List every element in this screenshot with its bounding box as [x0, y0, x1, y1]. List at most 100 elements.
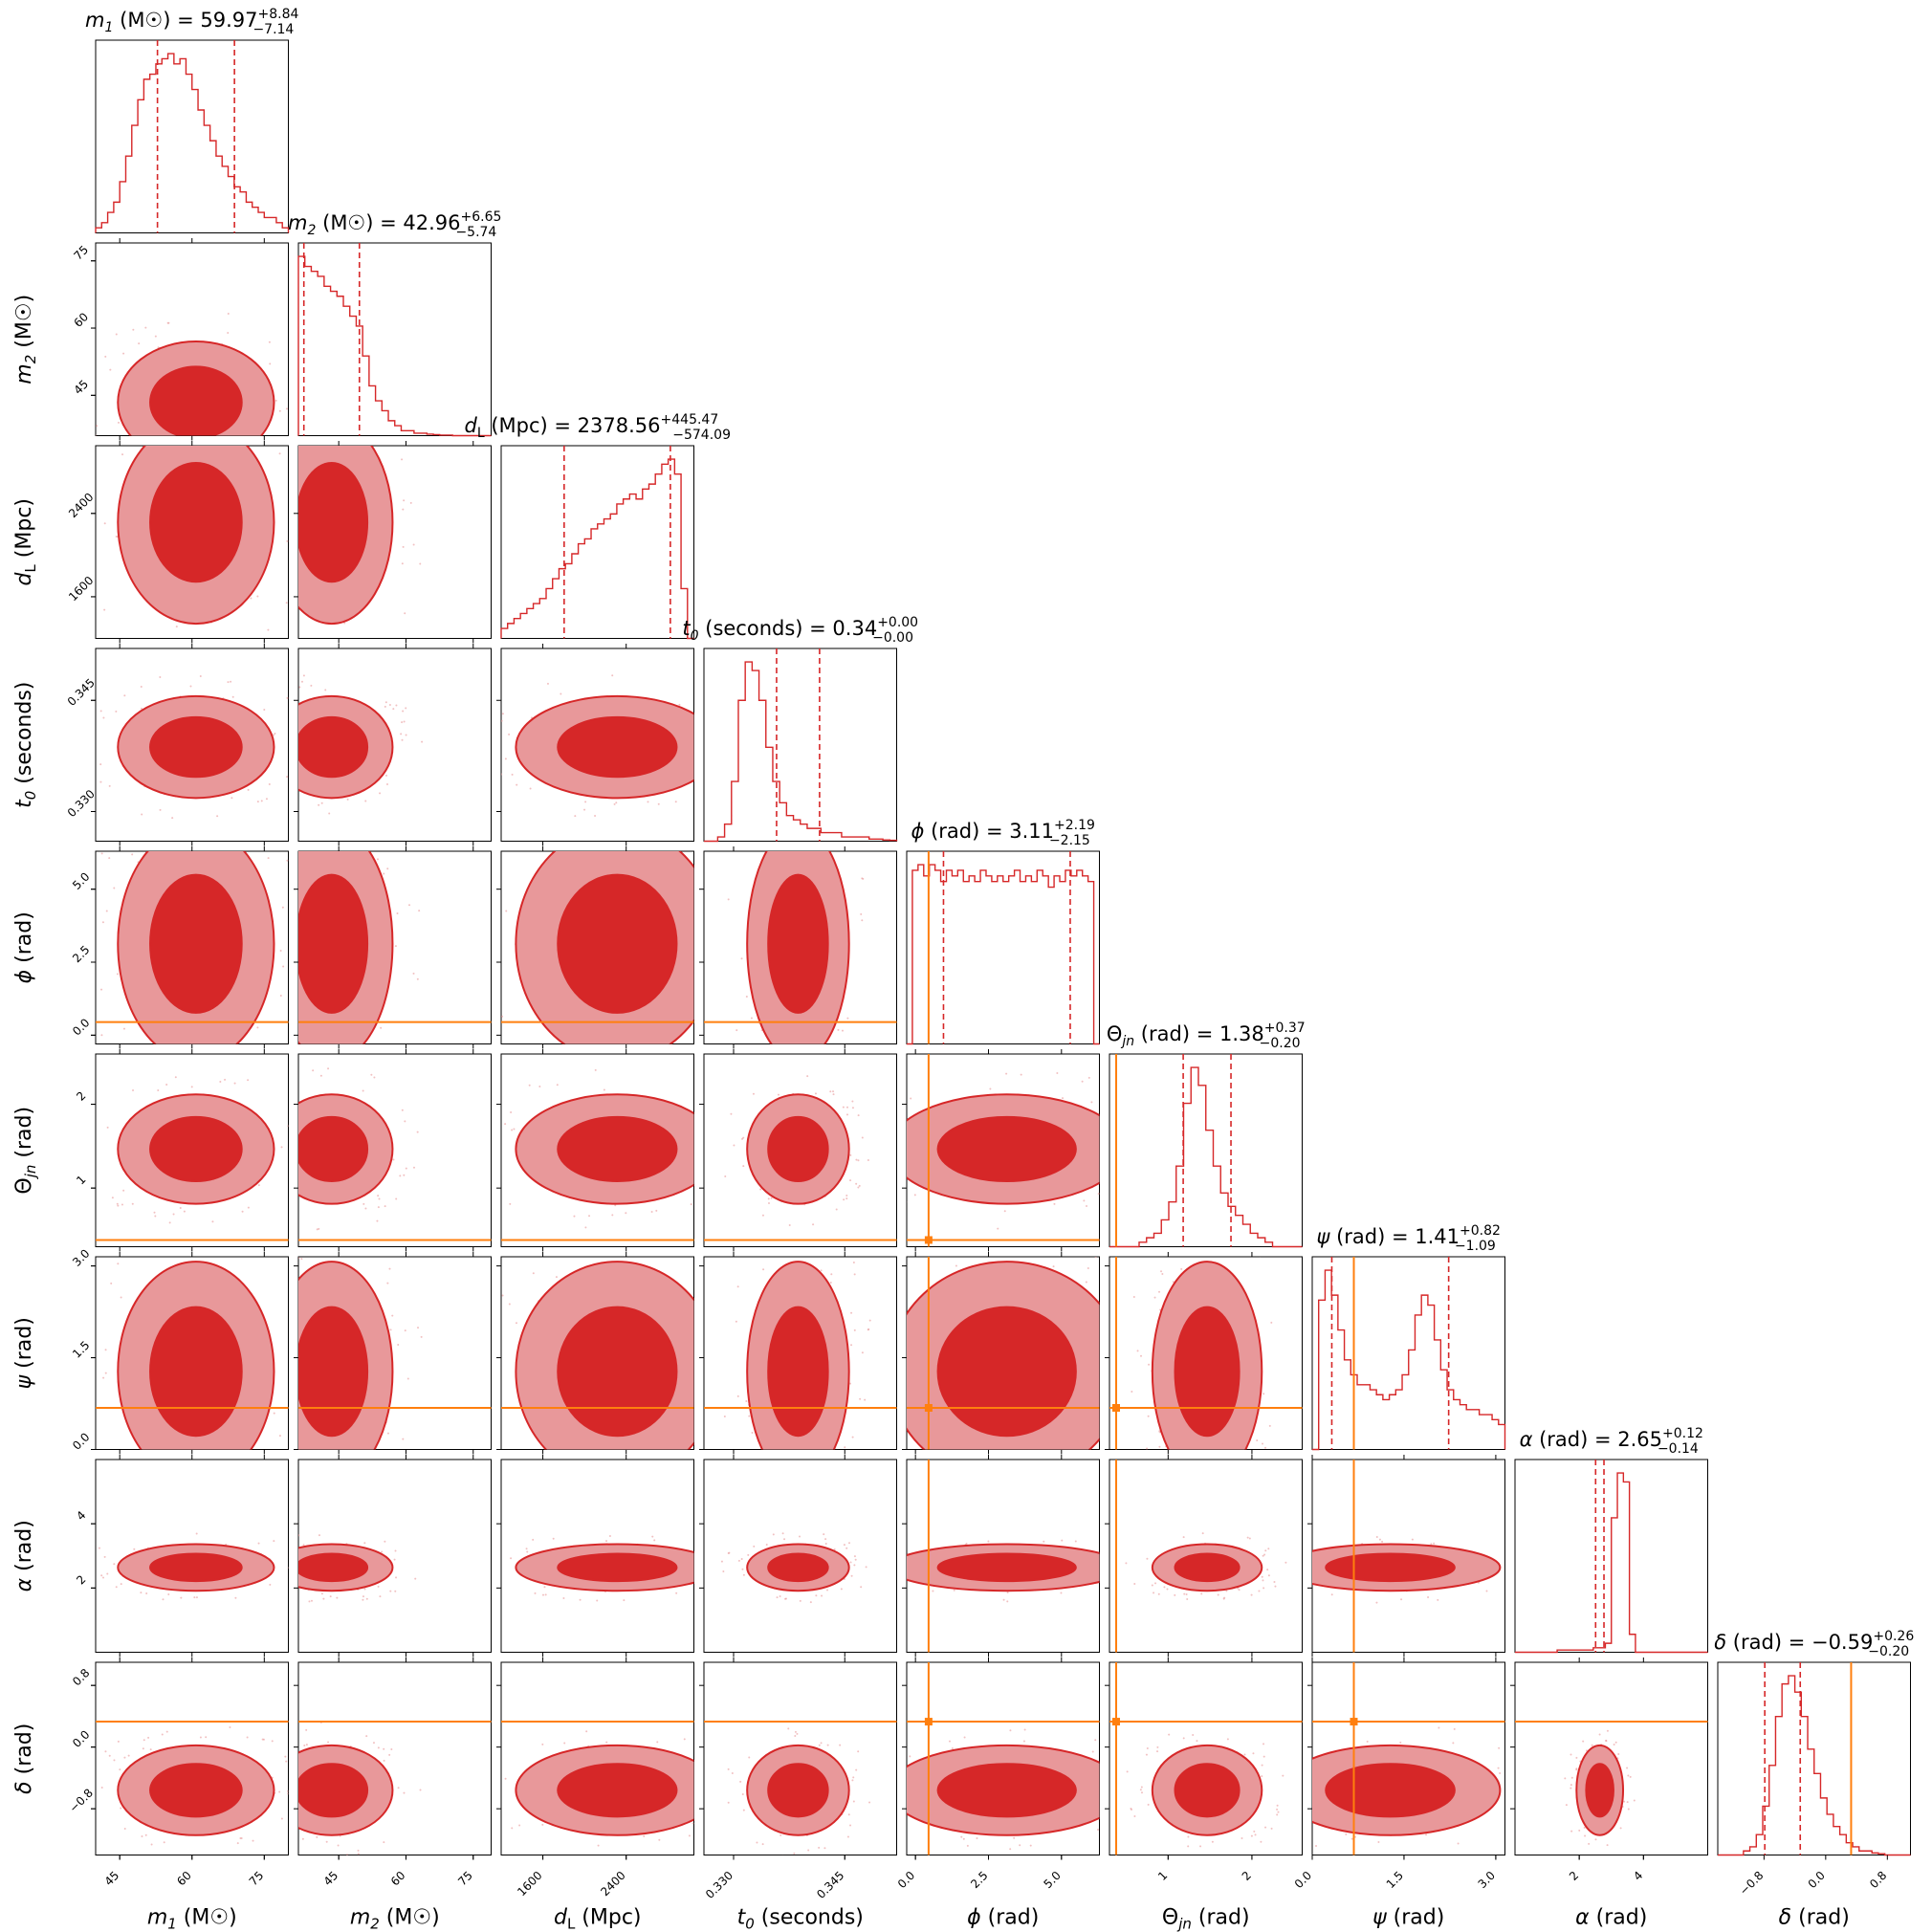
sample-point [647, 801, 649, 803]
panel-phi-vs-dL [496, 846, 694, 1049]
contour-inner [298, 1306, 369, 1438]
sample-point [861, 877, 864, 880]
sample-point [543, 1586, 546, 1589]
sample-point [1254, 1833, 1257, 1836]
sample-point [377, 1746, 380, 1749]
panel-alpha-vs-m1 [91, 1455, 289, 1658]
sample-point [417, 1327, 420, 1329]
sample-point [397, 1344, 400, 1347]
sample-point [1090, 1101, 1093, 1104]
sample-point [1627, 1774, 1630, 1777]
density-region [704, 1261, 897, 1450]
density-region [96, 1076, 289, 1241]
sample-point [700, 1573, 702, 1575]
sample-point [794, 1730, 797, 1733]
sample-point [824, 1542, 827, 1545]
sample-point [657, 1044, 659, 1046]
sample-point [741, 1793, 744, 1796]
sample-point [290, 1152, 292, 1153]
sample-point [362, 1202, 365, 1205]
sample-point [1105, 1831, 1107, 1833]
sample-point [416, 977, 419, 980]
sample-point [147, 1736, 150, 1739]
sample-point [854, 1558, 857, 1561]
sample-point [1192, 1734, 1195, 1737]
sample-point [1437, 1598, 1439, 1601]
sample-point [199, 1736, 202, 1739]
sample-point [1570, 1784, 1572, 1787]
sample-point [267, 857, 270, 860]
sample-point [1140, 1354, 1143, 1357]
sample-point [867, 1328, 869, 1331]
sample-point [806, 1075, 809, 1078]
sample-point [1264, 1446, 1267, 1449]
sample-point [394, 1549, 397, 1552]
contour-inner [557, 1306, 678, 1438]
sample-point [1094, 1257, 1097, 1259]
sample-point [133, 1548, 136, 1550]
sample-point [246, 1736, 249, 1739]
sample-point [298, 686, 301, 689]
sample-point [403, 499, 406, 502]
sample-point [745, 1399, 748, 1402]
sample-point [172, 1213, 175, 1216]
x-tick-label-m1: 45 [102, 1869, 122, 1889]
sample-point [1262, 1393, 1265, 1395]
sample-point [109, 368, 112, 371]
y-tick-label-psi: 0.0 [70, 1430, 92, 1452]
sample-point [1262, 1579, 1264, 1582]
sample-point [106, 1572, 109, 1575]
truth-marker [1112, 1404, 1121, 1413]
sample-point [405, 734, 407, 736]
y-tick-label-delta: −0.8 [67, 1786, 97, 1815]
sample-point [1570, 1776, 1573, 1779]
sample-point [257, 1184, 260, 1187]
sample-point [832, 1093, 835, 1096]
panel-title-alpha: α (rad) = 2.65+0.12 −0.14 [1520, 1426, 1703, 1457]
sample-point [727, 1551, 730, 1554]
sample-point [295, 1089, 296, 1091]
sample-point [121, 453, 124, 456]
sample-point [115, 710, 118, 713]
sample-point [401, 458, 404, 461]
sample-point [740, 957, 743, 960]
sample-point [159, 676, 162, 679]
sample-point [839, 1050, 841, 1052]
sample-point [761, 1214, 764, 1217]
sample-point [1626, 1801, 1629, 1804]
sample-point [409, 501, 412, 504]
sample-point [290, 1284, 292, 1285]
sample-point [120, 1296, 122, 1299]
sample-point [343, 622, 346, 625]
contour-inner [298, 462, 369, 583]
sample-point [287, 1792, 289, 1795]
sample-point [700, 1360, 702, 1362]
sample-point [100, 852, 103, 855]
sample-point [103, 608, 106, 611]
sample-point [269, 1583, 272, 1586]
sample-point [752, 1092, 755, 1095]
sample-point [855, 1768, 858, 1771]
sample-point [1105, 1570, 1107, 1571]
panel-psi-vs-m2 [294, 1252, 492, 1455]
sample-point [851, 1107, 854, 1109]
sample-point [131, 1202, 134, 1205]
sample-point [395, 1197, 398, 1200]
sample-point [120, 1807, 122, 1810]
sample-point [291, 707, 293, 709]
sample-point [1263, 1553, 1266, 1556]
sample-point [113, 1759, 116, 1762]
sample-point [611, 1214, 614, 1217]
density-region [1109, 1257, 1303, 1450]
sample-point [1161, 1273, 1164, 1276]
y-tick-label-delta: 0.8 [70, 1666, 92, 1688]
sample-point [174, 1076, 177, 1079]
panel-psi-vs-theta_jn [1105, 1252, 1303, 1455]
sample-point [1153, 1592, 1155, 1594]
sample-point [1262, 1587, 1265, 1590]
sample-point [846, 1017, 849, 1020]
sample-point [1425, 1833, 1428, 1836]
sample-point [388, 1753, 391, 1756]
sample-point [195, 1532, 198, 1535]
truth-marker [1112, 1718, 1121, 1726]
